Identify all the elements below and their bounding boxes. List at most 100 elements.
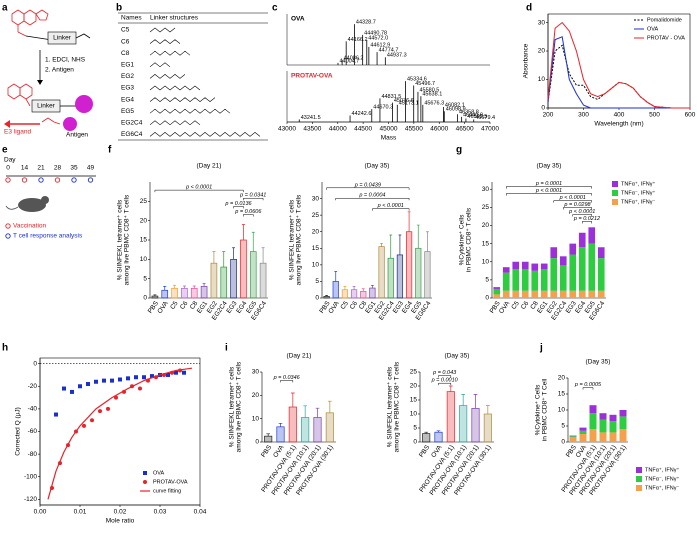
x-tick-label: C5	[169, 300, 180, 311]
bar-segment	[578, 247, 586, 291]
bar-segment	[588, 243, 596, 291]
antigen-sphere	[75, 95, 93, 113]
series-name: PROTAV-OVA	[291, 73, 333, 80]
y-tick-label: -100	[24, 473, 37, 480]
panel-label: a	[2, 3, 8, 14]
y-axis-label: % SIINFEKL tetramer⁺ cells	[289, 199, 296, 280]
significance-bracket	[438, 375, 452, 378]
ligand-icon	[41, 117, 61, 125]
error-bar	[407, 211, 411, 232]
panel-label: d	[526, 3, 532, 14]
p-value: p = 0.0298	[563, 202, 591, 208]
bar	[249, 251, 257, 299]
peak-label: 45076.6	[394, 98, 414, 104]
y-tick-label: 30	[252, 369, 260, 376]
bar-segment	[512, 261, 520, 269]
bar-segment	[531, 270, 539, 291]
y-tick-label: 30	[312, 195, 320, 202]
significance-bracket	[233, 206, 244, 209]
p-value: p = 0.0606	[234, 209, 262, 215]
x-tick-label: 45500	[405, 126, 423, 133]
error-bar	[334, 271, 338, 282]
point	[98, 409, 102, 414]
p-value: p < 0.0001	[559, 195, 586, 201]
bar-segment	[619, 429, 627, 442]
y-axis-label: % SIINFEKL tetramer⁺ cells	[387, 366, 394, 447]
y-tick-label: 5	[413, 425, 417, 432]
bar-segment	[540, 263, 548, 269]
point	[126, 376, 130, 381]
fit-curve	[47, 367, 193, 500]
significance-bracket	[553, 200, 592, 203]
peak-label: 44490.78	[364, 30, 387, 36]
error-bar	[380, 242, 383, 247]
point	[78, 384, 82, 389]
y-axis-label: % SIINFEKL tetramer⁺ cells	[117, 199, 124, 280]
point	[86, 382, 90, 387]
legend-swatch	[636, 467, 642, 473]
legend-label: TNFα⁻, IFNγ⁺	[645, 475, 679, 482]
peak-label: 44328.7	[356, 20, 376, 26]
y-tick-label: 20	[140, 217, 148, 224]
y-axis-label: among live PBMC CD8⁺ T cells	[296, 194, 303, 285]
bar-segment	[597, 247, 605, 259]
error-bar	[182, 285, 186, 289]
peak-label: 46358.8	[459, 110, 479, 116]
bar	[264, 435, 273, 443]
legend-marker	[143, 480, 147, 484]
error-bar	[222, 251, 226, 268]
chart-title: (Day 35)	[537, 163, 562, 170]
point	[174, 370, 178, 375]
x-tick-label: 0.00	[34, 509, 47, 516]
y-tick-label: 15	[482, 240, 490, 247]
y-tick-label: -20	[28, 383, 38, 390]
legend-label: TNFα⁺, IFNγ⁻	[621, 198, 655, 205]
significance-bracket	[563, 207, 592, 210]
bar-segment	[540, 290, 548, 298]
mouse-head	[41, 196, 49, 204]
bar-segment	[578, 290, 586, 298]
linker-name: C5	[121, 27, 130, 34]
y-tick-label: 15	[410, 397, 418, 404]
error-bar	[173, 284, 177, 289]
linker-structure	[149, 85, 201, 91]
chart-title: (Day 35)	[445, 353, 470, 360]
series-name: OVA	[291, 16, 305, 23]
bar	[161, 289, 169, 299]
bar-segment	[493, 287, 501, 289]
significance-bracket	[154, 189, 244, 193]
peak-label: 44004.7	[339, 58, 359, 64]
error-bar	[261, 247, 265, 264]
bar-segment	[559, 290, 567, 298]
timeline-day: 28	[54, 165, 62, 172]
x-tick-label: C6	[520, 300, 531, 311]
bar-segment	[619, 410, 627, 417]
bar-segment	[619, 416, 627, 430]
bar	[341, 289, 349, 299]
bar-segment	[569, 437, 577, 442]
peak-label: 44166.2	[348, 37, 368, 43]
linker-label: Linker	[37, 103, 56, 110]
error-bar	[448, 385, 453, 392]
error-bar	[361, 288, 365, 292]
bar	[378, 246, 385, 299]
bar-segment	[521, 269, 529, 291]
error-bar	[266, 433, 271, 437]
x-tick-label: 600	[685, 112, 696, 119]
peak-label: 43241.5	[301, 115, 321, 121]
timeline-marker	[54, 177, 61, 183]
bar-segment	[609, 414, 617, 422]
timeline-marker	[21, 177, 28, 183]
bar-segment	[599, 419, 607, 433]
bar	[415, 247, 422, 299]
point	[90, 418, 94, 423]
y-axis-label: in PBMC CD8⁺ T cells	[466, 207, 473, 272]
bar	[422, 433, 431, 443]
error-bar	[436, 430, 441, 433]
linker-name: EG3	[121, 85, 134, 92]
y-tick-label: 10	[140, 256, 148, 263]
x-tick-label: C8	[189, 300, 200, 311]
bar	[240, 239, 247, 299]
